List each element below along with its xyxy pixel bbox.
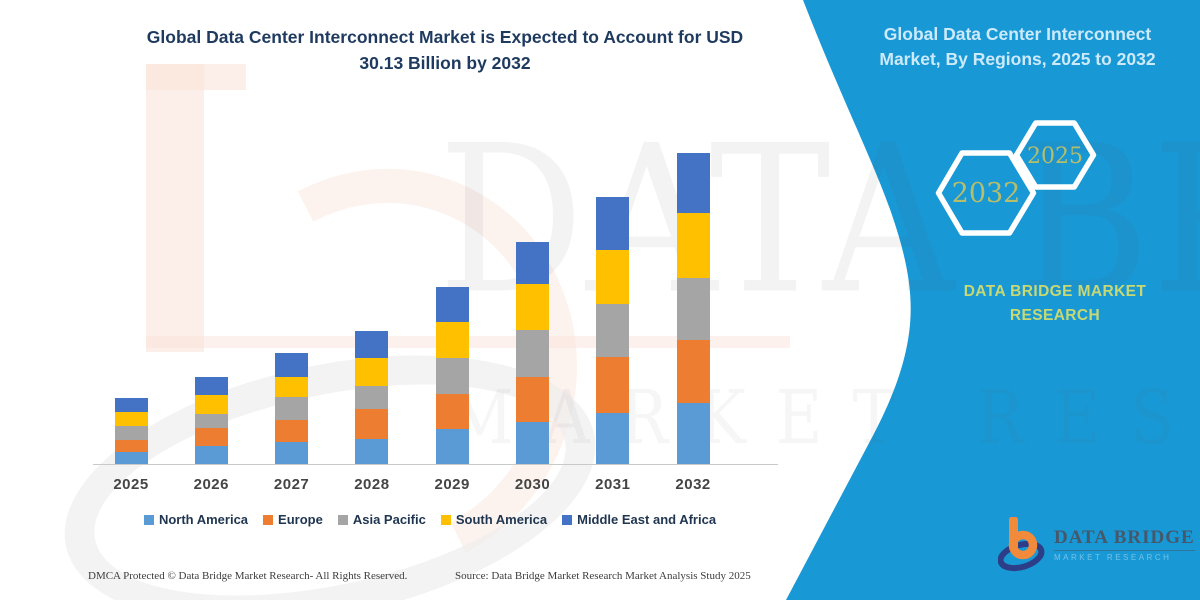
bar-2026-asia-pacific (194, 413, 228, 429)
bar-2030-south-america (516, 284, 549, 330)
x-axis-label-2025: 2025 (113, 476, 149, 493)
bar-2026 (194, 376, 228, 465)
bar-2027-middle-east-and-africa (275, 353, 309, 378)
legend-label-asia-pacific: Asia Pacific (352, 512, 426, 527)
bar-2027-europe (275, 420, 309, 442)
bar-2029 (435, 287, 469, 465)
bar-2031-north-america (596, 413, 630, 465)
legend-swatch-south-america (440, 514, 451, 525)
bar-2029-europe (435, 393, 469, 430)
bar-2032-middle-east-and-africa (676, 153, 710, 213)
legend-item-south-america: South America (440, 512, 548, 527)
bar-2026-south-america (194, 395, 228, 414)
bar-2027 (275, 353, 309, 465)
data-bridge-logo-icon (998, 517, 1045, 572)
logo-name: DATA BRIDGE (1054, 527, 1195, 551)
bar-2030-middle-east-and-africa (516, 242, 549, 285)
bar-2030 (516, 242, 549, 465)
sidebar-brand-name: DATA BRIDGE MARKET RESEARCH (963, 283, 1147, 325)
bar-2032-asia-pacific (676, 277, 710, 341)
bar-2029-middle-east-and-africa (435, 287, 469, 322)
legend-item-middle-east-and-africa: Middle East and Africa (562, 512, 716, 527)
x-axis-label-2028: 2028 (354, 476, 390, 493)
bar-2032 (676, 153, 710, 465)
bar-2027-south-america (275, 377, 309, 398)
bar-2029-asia-pacific (435, 358, 469, 394)
sidebar-background (786, 0, 1200, 600)
bar-2025 (114, 398, 148, 465)
bar-2027-asia-pacific (275, 397, 309, 421)
x-axis-label-2030: 2030 (514, 476, 551, 493)
legend-label-europe: Europe (278, 512, 323, 527)
legend-swatch-asia-pacific (337, 514, 348, 525)
x-axis-label-2031: 2031 (595, 476, 631, 493)
bar-2030-asia-pacific (516, 329, 549, 377)
footer-source: Source: Data Bridge Market Research Mark… (455, 570, 751, 582)
bar-2025-middle-east-and-africa (114, 398, 148, 413)
legend-label-south-america: South America (455, 512, 548, 527)
bar-2028-asia-pacific (355, 385, 389, 409)
bar-2027-north-america (275, 442, 309, 465)
bar-2025-south-america (114, 412, 148, 426)
bar-2029-south-america (435, 321, 469, 359)
x-axis-label-2032: 2032 (675, 476, 711, 493)
bar-2032-europe (676, 340, 710, 404)
bar-2031-south-america (596, 250, 630, 304)
data-bridge-logo: DATA BRIDGE MARKET RESEARCH (998, 515, 1195, 573)
footer-copyright: DMCA Protected © Data Bridge Market Rese… (88, 570, 408, 582)
legend-swatch-middle-east-and-africa (562, 514, 573, 525)
legend-item-europe: Europe (263, 512, 323, 527)
bar-2030-north-america (516, 421, 549, 465)
x-axis-line (93, 464, 778, 465)
logo-tagline: MARKET RESEARCH (1054, 552, 1172, 562)
bar-2030-europe (516, 376, 549, 422)
legend-label-middle-east-and-africa: Middle East and Africa (577, 512, 717, 527)
legend-item-north-america: North America (143, 512, 249, 527)
bar-2026-north-america (194, 445, 228, 465)
x-axis-label-2027: 2027 (273, 476, 310, 493)
x-axis-label-2026: 2026 (193, 476, 229, 493)
bar-2028 (355, 331, 389, 465)
bar-2028-north-america (355, 439, 389, 465)
bar-2025-north-america (114, 452, 148, 465)
bar-2031-europe (596, 356, 630, 414)
bar-2028-south-america (355, 357, 389, 386)
legend-item-asia-pacific: Asia Pacific (337, 512, 426, 527)
bar-2031-asia-pacific (596, 303, 630, 357)
x-axis-label-2029: 2029 (434, 476, 470, 493)
sidebar-heading: Global Data Center Interconnect Market, … (879, 24, 1156, 69)
chart-legend: North America Europe Asia Pacific South Ame… (82, 512, 778, 527)
bar-2031-middle-east-and-africa (596, 197, 630, 251)
bar-2032-south-america (676, 212, 710, 278)
bar-2029-north-america (435, 429, 469, 465)
bar-2028-europe (355, 408, 389, 440)
legend-swatch-north-america (143, 514, 154, 525)
bar-2032-north-america (676, 403, 710, 465)
bar-2025-asia-pacific (114, 425, 148, 440)
chart-title: Global Data Center Interconnect Market i… (146, 27, 744, 74)
bar-2026-middle-east-and-africa (194, 376, 228, 396)
bar-2028-middle-east-and-africa (355, 331, 389, 358)
bar-2025-europe (114, 439, 148, 453)
legend-swatch-europe (263, 514, 274, 525)
legend-label-north-america: North America (158, 512, 249, 527)
bar-2031 (596, 197, 630, 465)
bar-2026-europe (194, 428, 228, 446)
stacked-bar-chart: 2025 2026 2027 2028 2029 2030 2031 2032 (113, 153, 711, 493)
